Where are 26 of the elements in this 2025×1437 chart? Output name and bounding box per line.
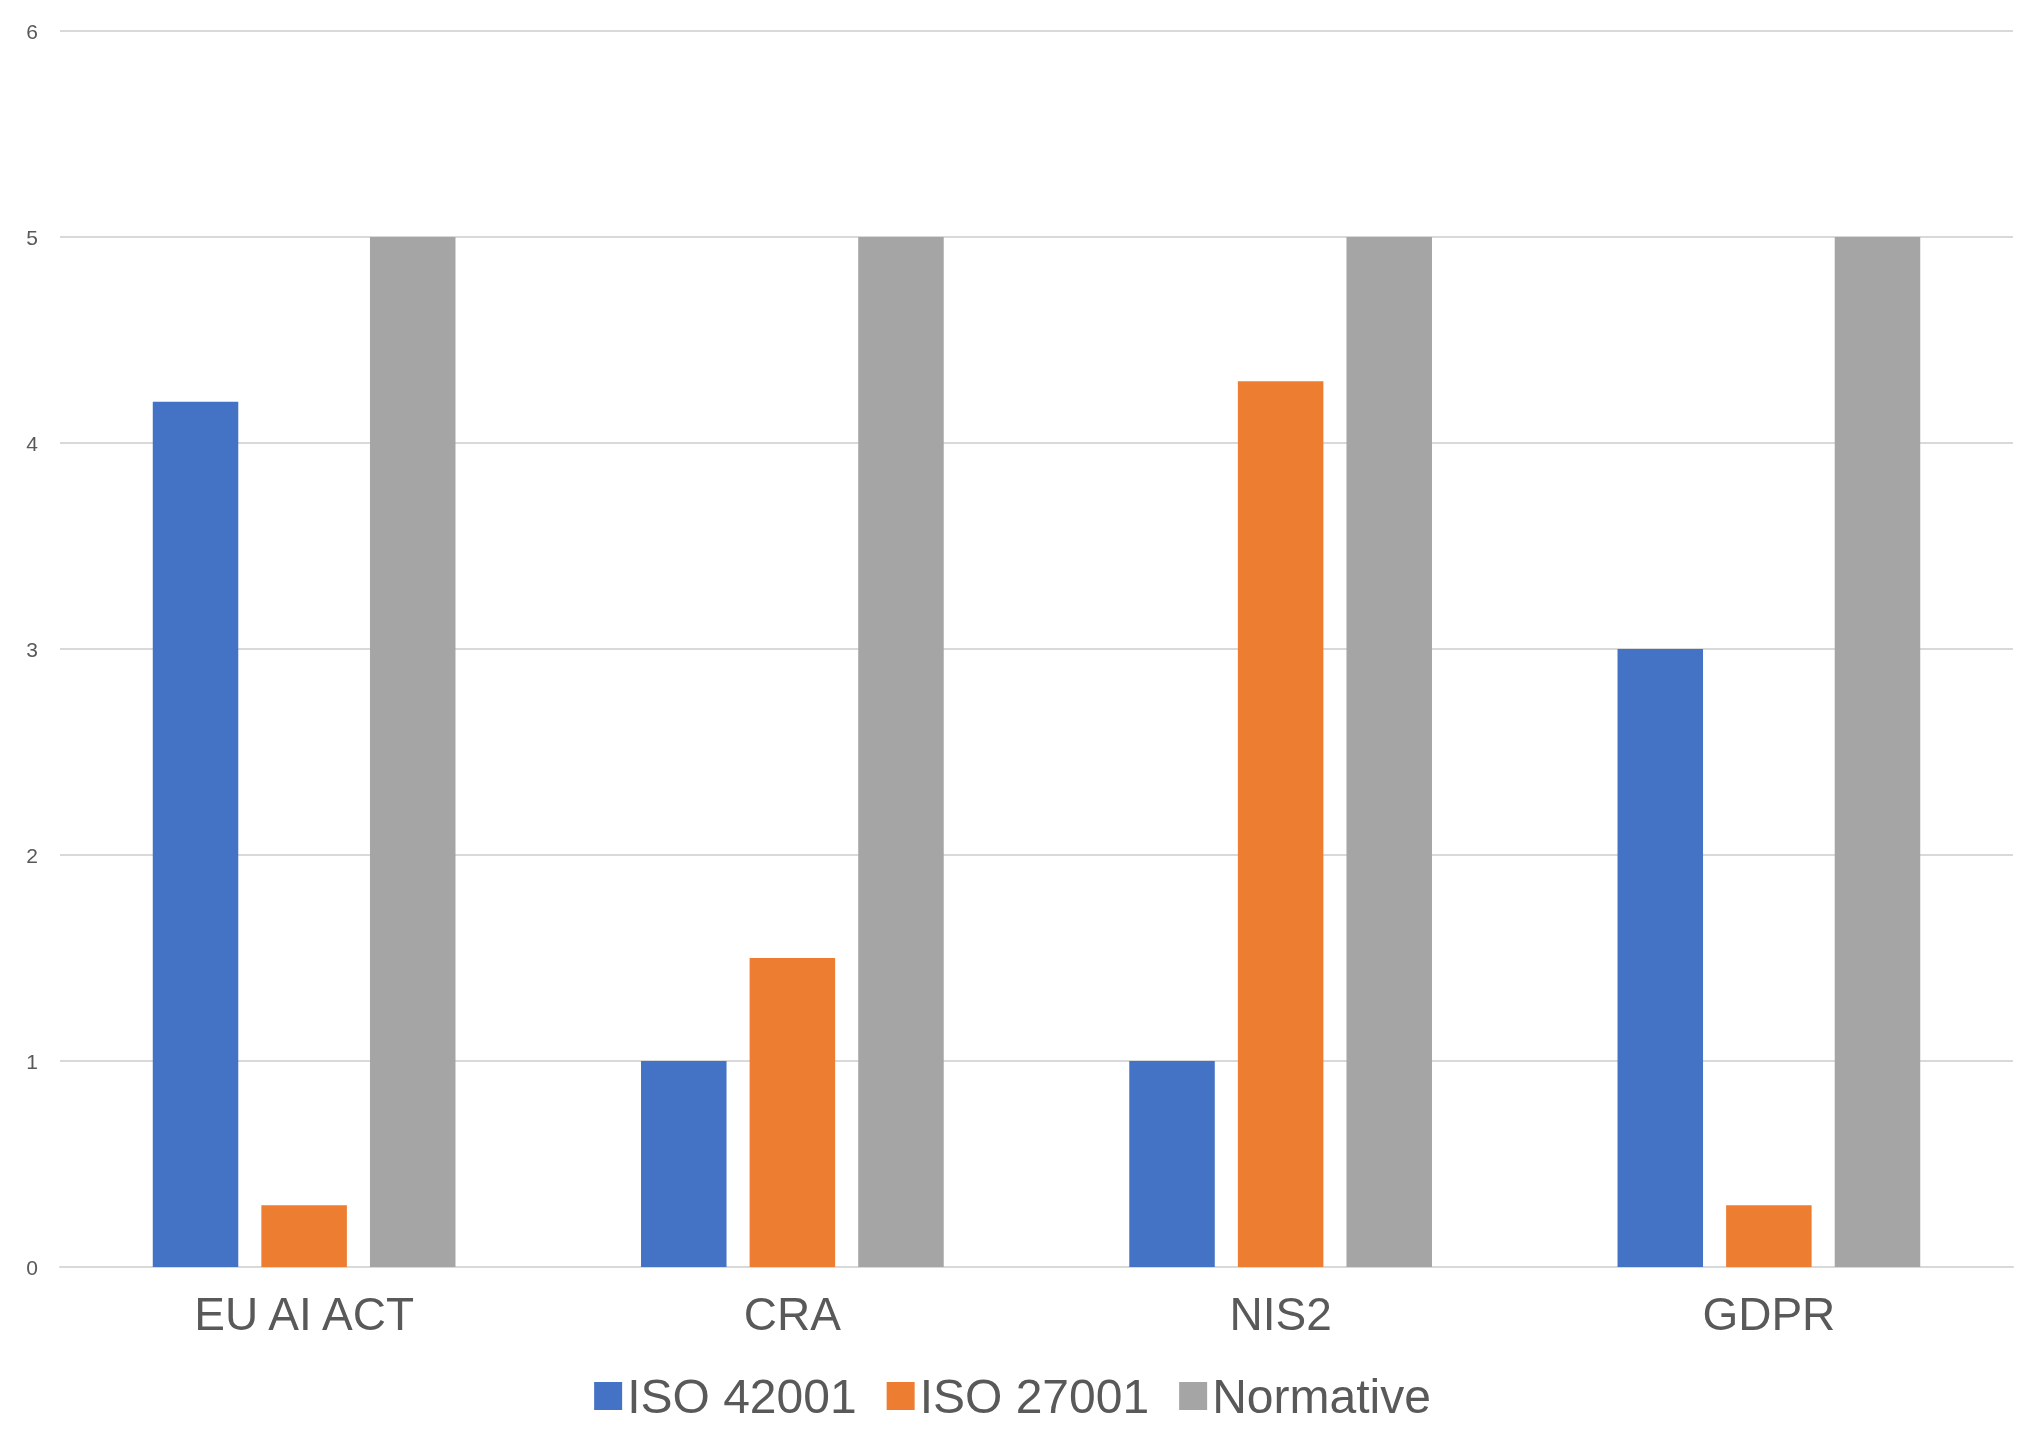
bar	[641, 1061, 727, 1267]
y-tick-label: 3	[26, 637, 38, 661]
bar	[1726, 1205, 1812, 1267]
bar	[1617, 649, 1704, 1267]
bar	[1237, 381, 1324, 1267]
y-tick-label: 1	[26, 1049, 38, 1073]
x-tick-label: NIS2	[1229, 1288, 1332, 1340]
legend-label: ISO 42001	[627, 1369, 857, 1423]
bar	[152, 401, 239, 1267]
x-tick-label: EU AI ACT	[194, 1288, 415, 1340]
y-tick-label: 2	[26, 843, 38, 867]
y-tick-label: 5	[26, 225, 38, 249]
legend-label: Normative	[1212, 1369, 1431, 1423]
bar	[1129, 1061, 1215, 1267]
y-tick-label: 4	[26, 431, 39, 455]
bar	[1834, 237, 1921, 1267]
bar	[369, 237, 456, 1267]
bar	[1346, 237, 1432, 1267]
x-tick-label: GDPR	[1702, 1288, 1836, 1340]
bar	[261, 1205, 347, 1267]
legend-label: ISO 27001	[919, 1369, 1150, 1423]
bar	[749, 958, 836, 1267]
bar	[858, 237, 944, 1267]
x-tick-label: CRA	[743, 1288, 842, 1340]
y-tick-label: 6	[26, 19, 38, 43]
y-tick-label: 0	[26, 1255, 38, 1279]
